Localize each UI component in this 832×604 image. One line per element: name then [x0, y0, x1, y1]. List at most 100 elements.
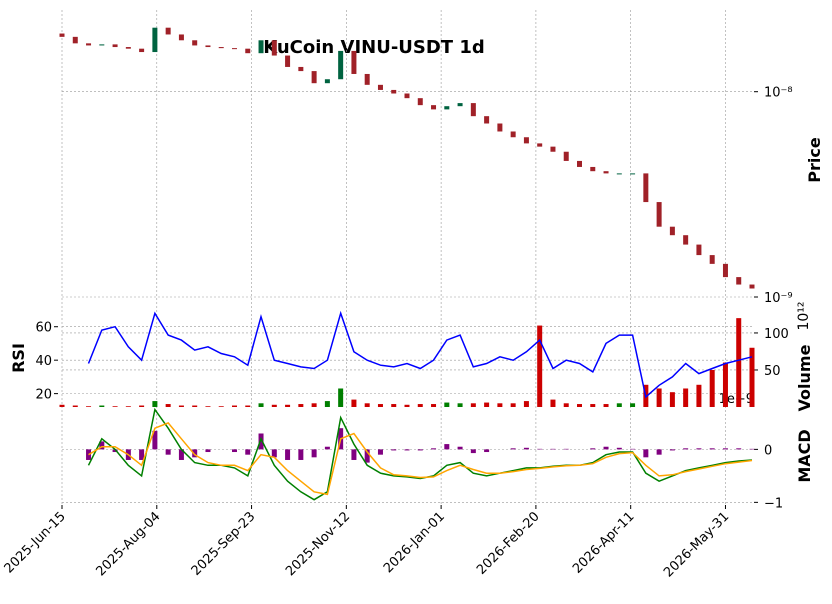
- volume-bar: [749, 347, 755, 407]
- rsi-label: RSI: [9, 343, 28, 373]
- volume-bar: [364, 403, 370, 407]
- candle: [324, 79, 330, 84]
- volume-bar: [192, 405, 198, 407]
- macd-histogram-bar: [603, 446, 609, 450]
- macd-histogram-bar: [391, 449, 397, 451]
- macd-histogram-bar: [298, 449, 304, 460]
- macd-histogram-bar: [271, 449, 277, 458]
- candle: [338, 50, 344, 80]
- volume-bar: [377, 404, 383, 407]
- macd-histogram-bar: [550, 448, 556, 450]
- candle: [497, 123, 503, 132]
- volume-bar: [630, 403, 636, 407]
- x-tick-label: 2025-Nov-12: [283, 509, 353, 579]
- volume-bar: [431, 404, 437, 407]
- macd-histogram-bar: [285, 449, 291, 460]
- candle: [391, 89, 397, 94]
- candle: [656, 202, 662, 227]
- macd-histogram-bar: [139, 449, 145, 460]
- macd-histogram-bar: [563, 448, 569, 450]
- candle: [99, 44, 105, 46]
- volume-bar: [232, 405, 237, 407]
- candle: [311, 71, 317, 84]
- candle: [550, 146, 556, 152]
- volume-bar: [616, 403, 622, 407]
- macd-histogram-bar: [510, 448, 516, 450]
- macd-histogram-bar: [696, 448, 702, 450]
- volume-bar: [537, 325, 543, 407]
- x-tick-label: 2025-Aug-04: [94, 509, 164, 579]
- candle: [59, 33, 65, 37]
- macd-histogram-bar: [722, 448, 728, 450]
- macd-line: [87, 407, 753, 501]
- volume-bar: [497, 403, 503, 407]
- y-tick-label: 10⁻⁸: [764, 86, 793, 101]
- macd-histogram-bar: [351, 449, 357, 460]
- macd-histogram-bar: [311, 449, 317, 458]
- volume-bar: [245, 405, 251, 407]
- volume-bar: [86, 406, 92, 407]
- candle: [577, 160, 582, 167]
- volume-bar: [218, 406, 224, 407]
- volume-bar: [709, 369, 715, 407]
- candle: [696, 244, 702, 256]
- macd-histogram-bar: [417, 449, 423, 451]
- candle: [298, 66, 304, 72]
- volume-bar: [590, 404, 596, 407]
- volume-bar: [696, 384, 702, 407]
- candle: [125, 47, 131, 49]
- volume-bar: [324, 401, 330, 407]
- macd-histogram-bar: [736, 448, 742, 450]
- volume-bar: [271, 404, 277, 407]
- macd-histogram-bar: [630, 448, 636, 450]
- volume-bar: [510, 403, 516, 407]
- volume-bar: [59, 404, 65, 407]
- volume-label: Volume: [795, 344, 814, 411]
- rsi-line: [87, 310, 753, 399]
- x-tick-label: 2026-May-31: [661, 509, 732, 580]
- volume-bar: [736, 318, 742, 407]
- macd-histogram-bar: [643, 449, 649, 458]
- volume-offset: 10¹²: [796, 301, 812, 330]
- volume-bar: [152, 401, 158, 407]
- candle: [417, 98, 423, 106]
- y-tick-label: 10⁻⁹: [764, 291, 793, 306]
- chart-title: KuCoin VINU-USDT 1d: [263, 37, 485, 58]
- volume-bar: [470, 403, 476, 407]
- candle: [643, 173, 649, 203]
- x-tick-label: 2026-Jan-01: [381, 509, 448, 576]
- volume-bar: [338, 388, 344, 407]
- volume-bar: [457, 403, 463, 407]
- y-tick-label: 60: [35, 321, 52, 336]
- macd-histogram-bar: [669, 449, 675, 451]
- candle: [205, 45, 211, 48]
- candle: [669, 226, 675, 236]
- x-tick-label: 2025-Sep-23: [189, 509, 259, 579]
- macd-histogram-bar: [616, 447, 622, 450]
- y-tick-label: 20: [35, 388, 52, 403]
- y-tick-label: 40: [35, 354, 52, 369]
- macd-histogram-bar: [537, 448, 543, 450]
- candle: [431, 105, 437, 110]
- candle: [616, 173, 622, 175]
- candle: [152, 27, 158, 53]
- volume-bar: [99, 405, 105, 407]
- y-tick-label: 0: [764, 443, 772, 458]
- candle: [683, 235, 689, 245]
- x-tick-label: 2025-Jun-15: [2, 509, 69, 576]
- candle: [245, 48, 251, 54]
- candle: [112, 44, 118, 48]
- candle: [563, 151, 569, 161]
- macd-histogram-bar: [484, 449, 490, 453]
- signal-line: [88, 422, 753, 496]
- volume-bar: [178, 405, 184, 407]
- volume-bar: [311, 403, 317, 407]
- candle: [510, 131, 516, 138]
- volume-bar: [417, 404, 423, 407]
- x-tick-label: 2026-Apr-11: [570, 509, 637, 576]
- macd-histogram-bar: [192, 449, 198, 458]
- candle: [749, 284, 755, 289]
- candle: [523, 137, 529, 144]
- volume-bar: [298, 404, 304, 407]
